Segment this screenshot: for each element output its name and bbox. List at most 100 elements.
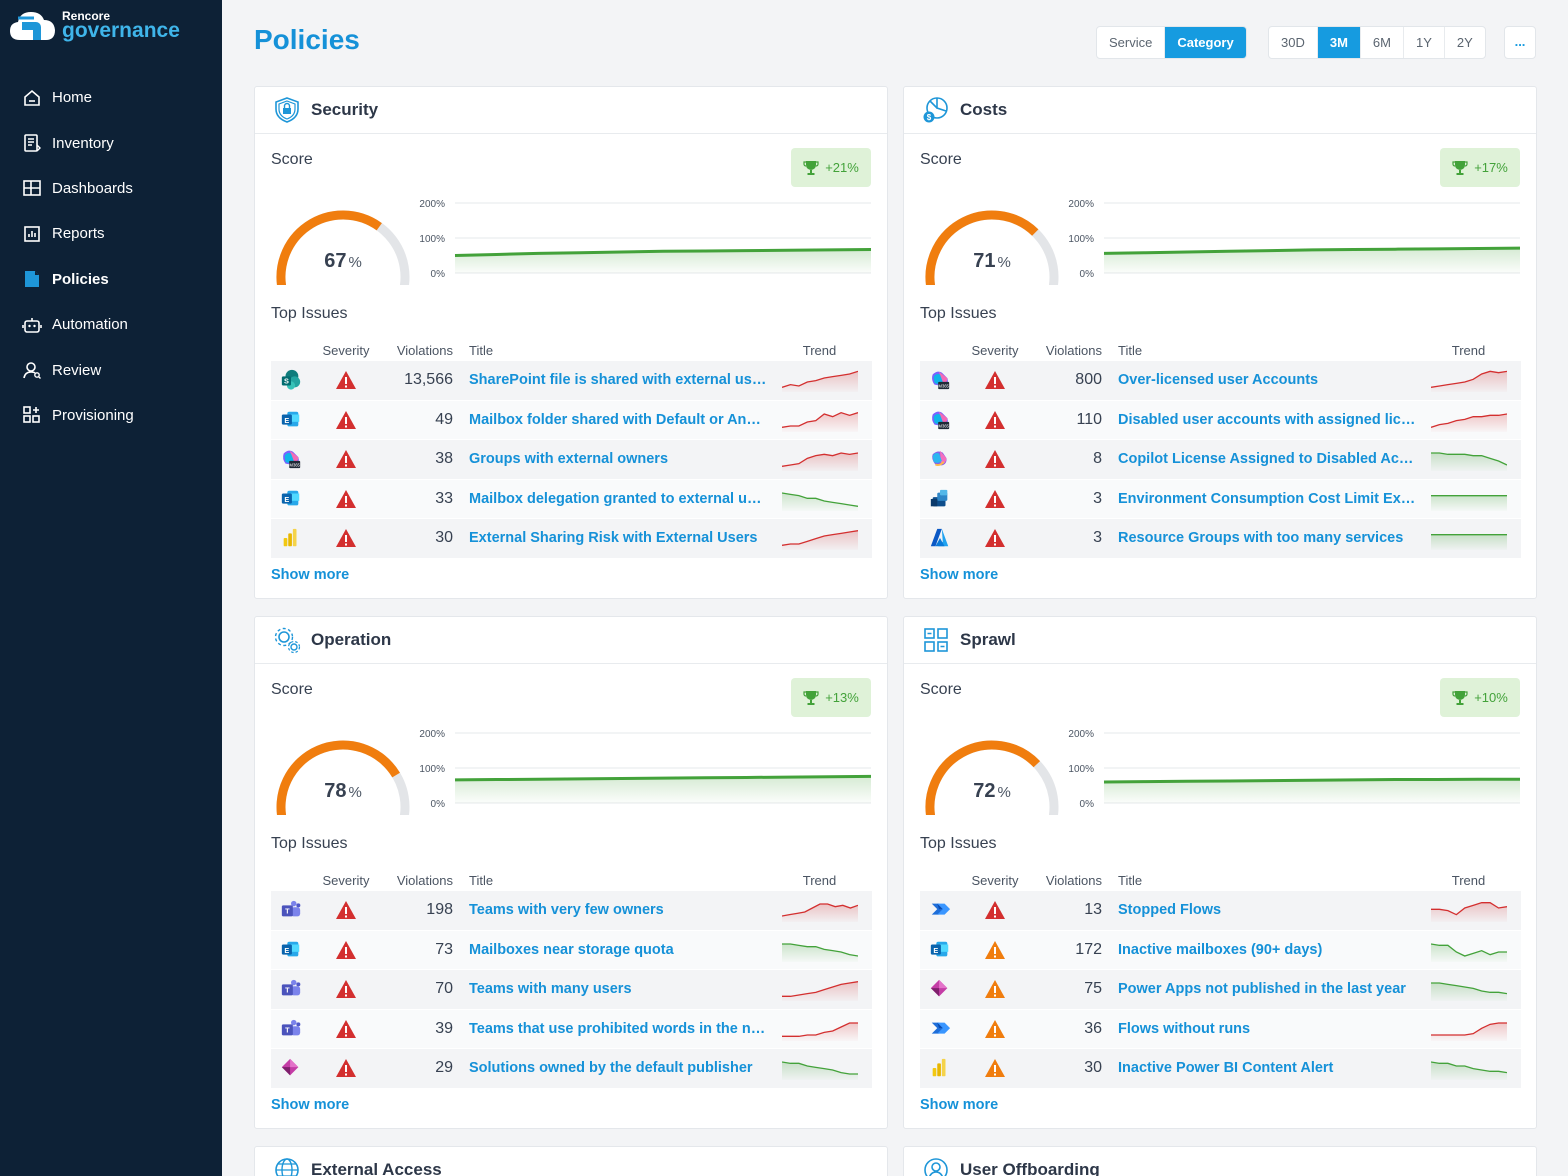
issue-title-link[interactable]: Copilot License Assigned to Disabled Acc…: [1118, 451, 1416, 468]
issue-trend-sparkline: [781, 943, 858, 962]
issue-title-link[interactable]: Mailboxes near storage quota: [469, 941, 674, 958]
show-more-link[interactable]: Show more: [920, 567, 999, 583]
sidebar-item-reports[interactable]: Reports: [0, 211, 222, 256]
table-row[interactable]: 8 Copilot License Assigned to Disabled Ac…: [920, 440, 1521, 480]
violations-count: 30: [1084, 1059, 1102, 1077]
table-row[interactable]: M365 38 Groups with external owners: [271, 440, 872, 480]
severity-cell: [311, 939, 381, 961]
col-violations[interactable]: Violations: [396, 342, 453, 358]
table-row[interactable]: T 198 Teams with very few owners: [271, 891, 872, 931]
group-by-option-service[interactable]: Service: [1097, 27, 1166, 58]
card-title[interactable]: Operation: [311, 630, 392, 649]
trend-cell: [1416, 938, 1521, 962]
issue-title-link[interactable]: Inactive Power BI Content Alert: [1118, 1060, 1334, 1077]
range-option-30d[interactable]: 30D: [1269, 27, 1318, 58]
show-more-link[interactable]: Show more: [920, 1097, 999, 1113]
table-row[interactable]: M365 110 Disabled user accounts with assig…: [920, 400, 1521, 440]
violations-count: 110: [1076, 410, 1102, 428]
show-more-link[interactable]: Show more: [271, 567, 350, 583]
col-title[interactable]: Title: [469, 342, 494, 358]
col-severity[interactable]: Severity: [322, 872, 370, 888]
table-row[interactable]: E 172 Inactive mailboxes (90+ days): [920, 930, 1521, 970]
more-options-button[interactable]: ...: [1504, 26, 1536, 59]
sidebar-item-automation[interactable]: Automation: [0, 302, 222, 347]
top-issues-heading: Top Issues: [271, 305, 348, 322]
issue-title-link[interactable]: Environment Consumption Cost Limit Excee…: [1118, 490, 1416, 507]
trend-cell: [1416, 368, 1521, 393]
issue-title-link[interactable]: Inactive mailboxes (90+ days): [1118, 941, 1323, 958]
issue-title-link[interactable]: External Sharing Risk with External User…: [469, 530, 758, 547]
table-row[interactable]: T 39 Teams that use prohibited words in th…: [271, 1009, 872, 1049]
sidebar-item-inventory[interactable]: Inventory: [0, 120, 222, 165]
sidebar-item-dashboards[interactable]: Dashboards: [0, 166, 222, 211]
exchange-icon: E: [281, 490, 300, 506]
shield-lock-icon: [275, 97, 299, 123]
card-title[interactable]: External Access: [311, 1160, 442, 1176]
sidebar-item-review[interactable]: Review: [0, 347, 222, 392]
table-row[interactable]: 36 Flows without runs: [920, 1009, 1521, 1049]
issue-title-link[interactable]: Power Apps not published in the last yea…: [1118, 981, 1406, 998]
range-option-1y[interactable]: 1Y: [1404, 27, 1445, 58]
card-title[interactable]: User Offboarding: [960, 1160, 1100, 1176]
col-violations[interactable]: Violations: [396, 872, 453, 888]
card-title[interactable]: Security: [311, 100, 379, 119]
table-row[interactable]: 3 Resource Groups with too many services: [920, 519, 1521, 559]
group-by-option-category[interactable]: Category: [1165, 27, 1246, 58]
issue-title-link[interactable]: Solutions owned by the default publisher: [469, 1060, 753, 1077]
issue-title-link[interactable]: Teams that use prohibited words in the n…: [469, 1020, 767, 1037]
col-violations[interactable]: Violations: [1045, 342, 1102, 358]
issue-title-link[interactable]: Over-licensed user Accounts: [1118, 372, 1319, 389]
table-row[interactable]: E 49 Mailbox folder shared with Default or…: [271, 400, 872, 440]
issue-title-link[interactable]: Teams with many users: [469, 981, 632, 998]
table-row[interactable]: 29 Solutions owned by the default publish…: [271, 1049, 872, 1089]
col-title[interactable]: Title: [1118, 342, 1143, 358]
score-unit: %: [997, 784, 1011, 801]
table-row[interactable]: 3 Environment Consumption Cost Limit Exce…: [920, 479, 1521, 519]
issue-title-link[interactable]: Teams with very few owners: [469, 902, 664, 919]
issue-title-link[interactable]: SharePoint file is shared with external …: [469, 372, 767, 389]
issue-title-link[interactable]: Stopped Flows: [1118, 902, 1222, 919]
issue-title-link[interactable]: Disabled user accounts with assigned lic…: [1118, 411, 1416, 428]
table-row[interactable]: 75 Power Apps not published in the last y…: [920, 970, 1521, 1010]
trend-cell: [1416, 447, 1521, 472]
score-area: [455, 776, 871, 803]
card-header: $ Costs: [904, 87, 1536, 134]
issue-title-link[interactable]: Groups with external owners: [469, 451, 669, 468]
col-severity[interactable]: Severity: [322, 342, 370, 358]
sidebar-item-home[interactable]: Home: [0, 75, 222, 120]
col-violations[interactable]: Violations: [1045, 872, 1102, 888]
col-title[interactable]: Title: [469, 872, 494, 888]
sidebar-item-policies[interactable]: Policies: [0, 257, 222, 302]
table-row[interactable]: E 33 Mailbox delegation granted to externa…: [271, 479, 872, 519]
col-severity[interactable]: Severity: [971, 872, 1019, 888]
issue-title-link[interactable]: Mailbox folder shared with Default or An…: [469, 411, 767, 428]
app-cell: [920, 527, 960, 549]
table-row[interactable]: M365 800 Over-licensed user Accounts: [920, 361, 1521, 401]
trend-cell: [1416, 487, 1521, 511]
range-option-6m[interactable]: 6M: [1361, 27, 1404, 58]
table-row[interactable]: S 13,566 SharePoint file is shared with ex…: [271, 361, 872, 401]
col-title[interactable]: Title: [1118, 872, 1143, 888]
issue-title-link[interactable]: Flows without runs: [1118, 1020, 1251, 1037]
badge-value: +17%: [1474, 160, 1508, 175]
issue-title-link[interactable]: Mailbox delegation granted to external u…: [469, 490, 767, 507]
score-value: 78%: [271, 780, 415, 803]
badge-value: +13%: [825, 690, 859, 705]
table-row[interactable]: T 70 Teams with many users: [271, 970, 872, 1010]
card-title[interactable]: Costs: [960, 100, 1008, 119]
table-row[interactable]: 30 Inactive Power BI Content Alert: [920, 1049, 1521, 1089]
score-label: Score: [920, 151, 962, 168]
table-row[interactable]: 30 External Sharing Risk with External Us…: [271, 519, 872, 559]
issue-trend-sparkline: [781, 981, 858, 1002]
rencore-logo[interactable]: Rencore governance: [10, 8, 180, 42]
range-option-3m[interactable]: 3M: [1317, 27, 1361, 58]
card-title[interactable]: Sprawl: [960, 630, 1016, 649]
issue-title-link[interactable]: Resource Groups with too many services: [1118, 530, 1404, 547]
range-option-2y[interactable]: 2Y: [1456, 35, 1473, 50]
score-trend-chart: 200% 100% 0%: [419, 199, 871, 280]
table-row[interactable]: 13 Stopped Flows: [920, 891, 1521, 931]
sidebar-item-provisioning[interactable]: Provisioning: [0, 393, 222, 438]
table-row[interactable]: E 73 Mailboxes near storage quota: [271, 930, 872, 970]
col-severity[interactable]: Severity: [971, 342, 1019, 358]
show-more-link[interactable]: Show more: [271, 1097, 350, 1113]
